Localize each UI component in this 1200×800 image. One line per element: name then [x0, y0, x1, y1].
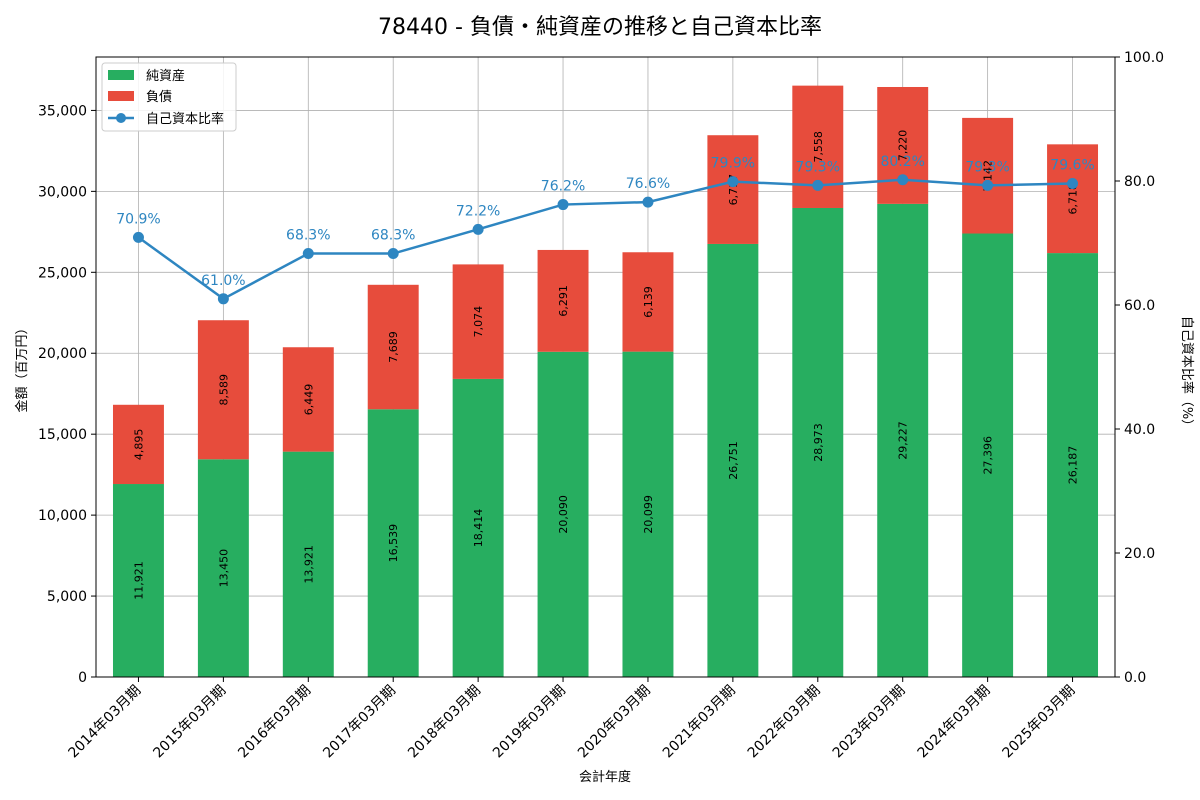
bars: 11,921 4,895 13,450 8,589 13,921 6,449 16,539 7… — [112, 85, 1099, 678]
y-tick-label: 10,000 — [38, 508, 87, 524]
bar-label-net-assets: 16,539 — [387, 524, 400, 563]
y2-tick-label: 20.0 — [1124, 546, 1155, 562]
y2-tick-label: 40.0 — [1124, 422, 1155, 438]
ratio-label: 79.3% — [965, 159, 1009, 175]
bar-label-net-assets: 13,450 — [217, 549, 230, 588]
bar-net-assets — [792, 207, 844, 677]
y-tick-label: 20,000 — [38, 346, 87, 362]
bar-net-assets — [877, 203, 929, 677]
bar-liabilities — [282, 347, 334, 452]
bar-liabilities — [1047, 144, 1099, 254]
bar-label-liabilities: 6,139 — [642, 286, 655, 318]
ratio-line-path — [137, 178, 1073, 301]
legend-swatch-net-assets — [108, 70, 134, 80]
bar-label-net-assets: 11,921 — [132, 561, 145, 600]
ratio-point — [472, 223, 484, 235]
legend-marker-ratio — [116, 113, 126, 123]
y-tick-label: 30,000 — [38, 184, 87, 200]
ratio-label: 72.2% — [456, 203, 500, 219]
ratio-point — [557, 199, 569, 211]
bar-label-liabilities: 8,589 — [217, 374, 230, 406]
bar-label-liabilities: 7,558 — [812, 131, 825, 163]
y2-tick-label: 60.0 — [1124, 298, 1155, 314]
bar-label-liabilities: 7,074 — [472, 306, 485, 338]
ratio-point — [132, 231, 144, 243]
plot-frame — [95, 56, 1116, 678]
ratio-point — [1067, 177, 1079, 189]
bar-net-assets — [622, 351, 674, 677]
ratio-label: 79.6% — [1050, 157, 1094, 173]
ratio-label: 80.2% — [880, 154, 924, 170]
bar-net-assets — [537, 351, 589, 677]
ratio-point — [217, 293, 229, 305]
legend: 純資産 負債 自己資本比率 — [101, 62, 237, 132]
ratio-point — [387, 248, 399, 260]
bar-net-assets — [197, 459, 249, 677]
bar-label-net-assets: 29,227 — [897, 421, 910, 460]
y2-tick-label: 100.0 — [1124, 50, 1164, 66]
bar-label-net-assets: 26,751 — [727, 441, 740, 480]
bar-net-assets — [367, 409, 419, 677]
y-tick-label: 5,000 — [47, 589, 87, 605]
bar-net-assets — [112, 484, 164, 677]
bar-liabilities — [622, 252, 674, 352]
ratio-point — [897, 174, 909, 186]
bar-liabilities — [197, 320, 249, 460]
bar-label-net-assets: 20,099 — [642, 495, 655, 534]
chart-title: 78440 - 負債・純資産の推移と自己資本比率 — [378, 15, 822, 40]
ratio-label: 70.9% — [116, 211, 160, 227]
y2-tick-label: 80.0 — [1124, 174, 1155, 190]
y-tick-label: 15,000 — [38, 427, 87, 443]
bar-label-net-assets: 26,187 — [1067, 446, 1080, 485]
bar-label-liabilities: 7,689 — [387, 331, 400, 363]
y2-axis-title: 自己資本比率（%） — [1179, 316, 1195, 432]
bar-label-net-assets: 27,396 — [982, 436, 995, 475]
bar-liabilities — [452, 264, 504, 379]
ratio-point — [302, 248, 314, 260]
bar-net-assets — [962, 233, 1014, 677]
y-axis-title: 金額（百万円） — [14, 321, 30, 412]
ratio-label: 79.3% — [796, 159, 840, 175]
bar-net-assets — [1047, 253, 1099, 677]
legend-box — [101, 62, 237, 132]
x-axis-title: 会計年度 — [579, 769, 631, 785]
bar-label-liabilities: 4,895 — [132, 429, 145, 461]
bar-liabilities — [537, 249, 589, 352]
bar-liabilities — [367, 284, 419, 410]
ratio-line: 70.9% 61.0% 68.3% 68.3% 72.2% 76.2% 76.6% 79.9%… — [116, 154, 1095, 305]
ratio-point — [982, 179, 994, 191]
bar-label-liabilities: 6,291 — [557, 285, 570, 317]
bar-label-net-assets: 20,090 — [557, 495, 570, 534]
bar-net-assets — [282, 451, 334, 677]
bar-label-liabilities: 6,718 — [1067, 183, 1080, 215]
bar-liabilities — [962, 117, 1014, 234]
legend-swatch-liabilities — [108, 91, 134, 101]
bar-label-liabilities: 7,220 — [897, 130, 910, 162]
y-tick-label: 35,000 — [38, 103, 87, 119]
bar-label-net-assets: 28,973 — [812, 423, 825, 462]
ratio-label: 68.3% — [286, 228, 330, 244]
ratio-label: 76.2% — [541, 179, 585, 195]
bar-liabilities — [707, 135, 759, 244]
bar-label-net-assets: 18,414 — [472, 509, 485, 548]
ratio-point — [812, 179, 824, 191]
ratio-label: 61.0% — [201, 273, 245, 289]
ratio-point — [642, 196, 654, 208]
legend-label-ratio: 自己資本比率 — [146, 111, 224, 127]
ratio-label: 68.3% — [371, 228, 415, 244]
bar-net-assets — [452, 378, 504, 677]
ratio-label: 76.6% — [626, 176, 670, 192]
ratio-point — [727, 176, 739, 188]
ratio-label: 79.9% — [711, 156, 755, 172]
legend-label-liabilities: 負債 — [146, 90, 172, 105]
bar-label-liabilities: 6,449 — [302, 384, 315, 416]
y-tick-label: 25,000 — [38, 265, 87, 281]
y2-tick-label: 0.0 — [1124, 670, 1146, 686]
bar-net-assets — [707, 243, 759, 678]
y-tick-label: 0 — [78, 670, 87, 686]
bar-liabilities — [112, 404, 164, 485]
legend-label-net-assets: 純資産 — [146, 68, 185, 84]
bar-label-net-assets: 13,921 — [302, 545, 315, 584]
